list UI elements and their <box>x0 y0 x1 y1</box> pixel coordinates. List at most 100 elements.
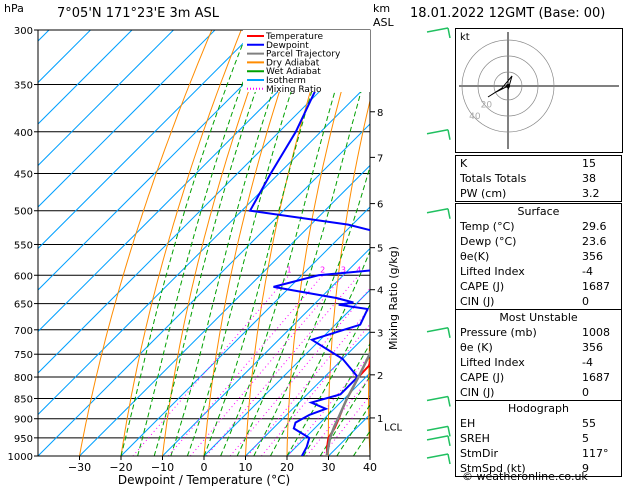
surface-row-label: Dewp (°C) <box>460 235 517 248</box>
wet-adiabat <box>319 375 370 456</box>
x-tick-label: 30 <box>322 461 336 474</box>
most-unstable-row-value: 0 <box>582 386 589 399</box>
lcl-label: LCL <box>384 422 403 433</box>
most-unstable-row: Pressure (mb) 1008 <box>456 325 621 340</box>
mixing-ratio-axis-label: Mixing Ratio (g/kg) <box>387 246 400 350</box>
most-unstable-row-value: 1687 <box>582 371 610 384</box>
dry-adiabat <box>327 98 370 456</box>
wind-barb <box>426 27 449 33</box>
mixing-ratio-line <box>132 274 290 456</box>
wind-barb-flag <box>447 435 451 446</box>
wet-adiabat <box>170 30 295 456</box>
mixing-ratio-line <box>168 274 324 456</box>
legend-label: Temperature <box>265 32 323 42</box>
dry-adiabat <box>368 326 370 456</box>
dry-adiabat <box>162 30 272 456</box>
km-tick-label: 4 <box>377 286 383 297</box>
wind-barb-flag <box>447 327 451 338</box>
pressure-tick-label: 1000 <box>8 452 33 463</box>
dry-adiabat <box>79 30 213 456</box>
hodograph-title: Hodograph <box>508 402 569 415</box>
hodograph-ring <box>477 55 539 117</box>
x-tick-label: −30 <box>68 461 91 474</box>
x-tick-label: −20 <box>109 461 132 474</box>
surface-row-value: -4 <box>582 265 593 278</box>
km-tick-label: 7 <box>377 153 383 164</box>
mixing-ratio-label: 3 <box>341 265 346 274</box>
most-unstable-row: θe (K) 356 <box>456 340 621 355</box>
surface-row-value: 29.6 <box>582 220 607 233</box>
hodograph-unit: kt <box>460 32 470 43</box>
surface-row: CAPE (J) 1687 <box>456 279 621 294</box>
surface-row-value: 0 <box>582 295 589 308</box>
hodograph-row: StmSpd (kt) 9 <box>456 461 621 476</box>
index-row-label: Totals Totals <box>460 172 527 185</box>
hodograph-ring-label: 40 <box>469 112 481 122</box>
pressure-tick-label: 850 <box>14 394 33 405</box>
most-unstable-row: CAPE (J) 1687 <box>456 370 621 385</box>
wind-barb-flag <box>447 396 451 407</box>
pressure-tick-label: 350 <box>14 81 33 92</box>
legend-label: Wet Adiabat <box>266 67 321 77</box>
hodograph-row: EH 55 <box>456 416 621 431</box>
most-unstable-row-label: CIN (J) <box>460 386 495 399</box>
pressure-tick-label: 650 <box>14 300 33 311</box>
index-table: K 15 Totals Totals 38 PW (cm) 3.2 <box>455 155 622 202</box>
hodograph-section: Hodograph EH 55 SREH 5 StmDir 117° StmSpd (kt) 9 <box>456 400 621 476</box>
hodograph-ring <box>493 71 523 101</box>
pressure-tick-label: 600 <box>14 271 33 282</box>
wind-barb <box>426 129 449 135</box>
x-tick-label: 0 <box>201 461 208 474</box>
surface-row-value: 23.6 <box>582 235 607 248</box>
pressure-tick-label: 700 <box>14 326 33 337</box>
legend-label: Parcel Trajectory <box>266 50 341 60</box>
pressure-tick-label: 800 <box>14 373 33 384</box>
hodograph-row-label: SREH <box>460 432 490 445</box>
surface-row-label: θe(K) <box>460 250 490 263</box>
mixing-ratio-label: 1 <box>287 265 292 274</box>
isotherm-line <box>245 330 370 456</box>
pressure-tick-label: 500 <box>14 207 33 218</box>
mixing-ratio-label: 15 <box>430 265 440 274</box>
surface-row: Dewp (°C) 23.6 <box>456 234 621 249</box>
index-row: PW (cm) 3.2 <box>456 186 621 201</box>
most-unstable-title: Most Unstable <box>499 311 578 324</box>
surface-row: θe(K) 356 <box>456 249 621 264</box>
hodograph-row-label: StmDir <box>460 447 499 460</box>
isotherm-line <box>38 30 174 167</box>
wet-adiabat <box>303 342 370 456</box>
dry-adiabat <box>408 30 448 456</box>
pressure-tick-label: 300 <box>14 26 33 37</box>
x-tick-label: 20 <box>280 461 294 474</box>
wind-barb <box>426 395 449 402</box>
hodograph-frame <box>455 28 623 153</box>
km-tick-label: 8 <box>377 108 383 119</box>
wet-adiabat <box>286 303 370 456</box>
legend-box <box>243 30 370 92</box>
wind-barb <box>426 453 449 459</box>
index-row: K 15 <box>456 156 621 171</box>
surface-row: Temp (°C) 29.6 <box>456 219 621 234</box>
hodograph-ring-label: 20 <box>481 101 493 111</box>
wet-adiabat <box>153 30 278 456</box>
km-tick-label: 6 <box>377 200 383 211</box>
mixing-ratio-line <box>287 353 370 456</box>
hodograph-row: SREH 5 <box>456 431 621 446</box>
isotherm-line <box>38 30 299 291</box>
hodograph-row-value: 9 <box>582 462 589 475</box>
wet-adiabat <box>253 165 370 456</box>
dry-adiabat <box>120 30 242 456</box>
isotherm-line <box>79 164 370 456</box>
surface-row-label: Temp (°C) <box>460 220 515 233</box>
wet-adiabat <box>203 30 332 456</box>
surface-row-value: 1687 <box>582 280 610 293</box>
most-unstable-row-value: 1008 <box>582 326 610 339</box>
most-unstable-row-value: 356 <box>582 341 603 354</box>
footer-credit: © weatheronline.co.uk <box>462 470 588 483</box>
x-tick-label: −10 <box>151 461 174 474</box>
surface-row: CIN (J) 0 <box>456 294 621 309</box>
hodograph-row-value: 117° <box>582 447 609 460</box>
index-row-value: 15 <box>582 157 596 170</box>
km-tick-label: 2 <box>377 371 383 382</box>
